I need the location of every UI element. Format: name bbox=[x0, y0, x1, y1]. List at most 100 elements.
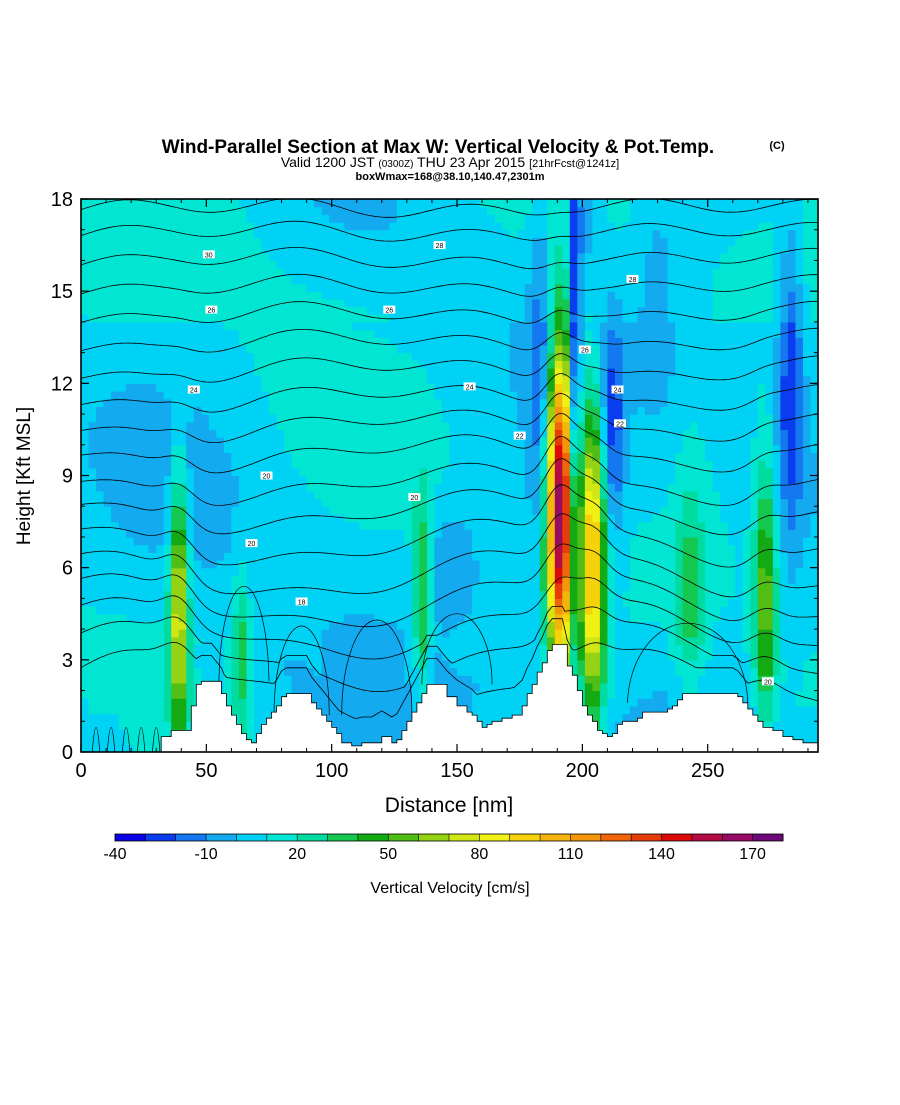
field-cell bbox=[96, 659, 105, 669]
field-cell bbox=[517, 698, 526, 707]
field-cell bbox=[126, 721, 135, 730]
field-cell bbox=[509, 690, 518, 699]
field-cell bbox=[171, 467, 180, 477]
field-cell bbox=[231, 567, 240, 576]
field-cell bbox=[261, 352, 270, 361]
field-cell bbox=[336, 575, 345, 584]
field-cell bbox=[216, 575, 225, 584]
field-cell bbox=[562, 636, 571, 646]
field-cell bbox=[547, 644, 556, 653]
field-cell bbox=[336, 475, 345, 484]
field-cell bbox=[502, 513, 511, 523]
field-cell bbox=[479, 621, 488, 630]
field-cell bbox=[569, 237, 578, 246]
field-cell bbox=[411, 268, 421, 277]
field-cell bbox=[201, 421, 210, 431]
field-cell bbox=[81, 529, 90, 538]
field-cell bbox=[238, 237, 248, 246]
field-cell bbox=[479, 467, 488, 477]
field-cell bbox=[126, 698, 135, 707]
field-cell bbox=[569, 222, 578, 231]
field-cell bbox=[472, 483, 481, 492]
field-cell bbox=[269, 467, 278, 477]
field-cell bbox=[554, 406, 563, 415]
field-cell bbox=[329, 298, 338, 308]
field-cell bbox=[479, 337, 488, 346]
field-cell bbox=[509, 667, 518, 676]
field-cell bbox=[238, 252, 248, 262]
field-cell bbox=[96, 598, 105, 607]
field-cell bbox=[321, 245, 330, 254]
field-cell bbox=[231, 237, 240, 246]
field-cell bbox=[284, 260, 293, 269]
field-cell bbox=[441, 298, 451, 308]
field-cell bbox=[381, 391, 390, 400]
field-cell bbox=[434, 452, 443, 461]
field-cell bbox=[344, 444, 353, 454]
field-cell bbox=[524, 652, 533, 661]
field-cell bbox=[321, 682, 330, 692]
field-cell bbox=[216, 613, 225, 623]
field-cell bbox=[88, 552, 97, 561]
field-cell bbox=[389, 721, 398, 730]
field-cell bbox=[118, 352, 127, 361]
field-cell bbox=[178, 705, 187, 715]
field-cell bbox=[201, 452, 210, 461]
field-cell bbox=[532, 406, 541, 415]
field-cell bbox=[411, 613, 421, 623]
field-cell bbox=[517, 406, 526, 415]
field-cell bbox=[524, 214, 533, 223]
field-cell bbox=[246, 675, 255, 684]
field-cell bbox=[141, 483, 150, 492]
field-cell bbox=[126, 690, 135, 699]
field-cell bbox=[411, 529, 421, 538]
field-cell bbox=[329, 652, 338, 661]
field-cell bbox=[81, 260, 90, 269]
field-cell bbox=[276, 245, 285, 254]
field-cell bbox=[366, 536, 375, 546]
field-cell bbox=[193, 513, 202, 523]
field-cell bbox=[434, 559, 443, 569]
field-cell bbox=[88, 736, 97, 745]
field-cell bbox=[374, 728, 383, 738]
field-cell bbox=[494, 644, 503, 653]
field-cell bbox=[133, 460, 142, 469]
field-cell bbox=[509, 437, 518, 446]
field-cell bbox=[231, 329, 240, 338]
field-cell bbox=[517, 260, 526, 269]
field-cell bbox=[126, 498, 135, 507]
field-cell bbox=[246, 490, 255, 500]
field-cell bbox=[284, 644, 293, 653]
field-cell bbox=[359, 206, 368, 215]
field-cell bbox=[426, 559, 436, 569]
field-cell bbox=[344, 229, 353, 238]
field-cell bbox=[141, 513, 150, 523]
field-cell bbox=[577, 206, 586, 215]
field-cell bbox=[141, 629, 150, 638]
field-cell bbox=[374, 344, 383, 354]
field-cell bbox=[329, 199, 338, 208]
field-cell bbox=[261, 705, 270, 715]
field-cell bbox=[502, 452, 511, 461]
field-cell bbox=[366, 490, 375, 500]
field-cell bbox=[223, 583, 233, 592]
field-cell bbox=[464, 260, 473, 269]
field-cell bbox=[366, 391, 375, 400]
field-cell bbox=[118, 583, 127, 592]
field-cell bbox=[96, 583, 105, 592]
field-cell bbox=[517, 475, 526, 484]
field-cell bbox=[592, 629, 601, 638]
field-cell bbox=[261, 268, 270, 277]
field-cell bbox=[141, 406, 150, 415]
field-cell bbox=[464, 460, 473, 469]
field-cell bbox=[404, 698, 413, 707]
field-cell bbox=[539, 306, 548, 315]
field-cell bbox=[96, 552, 105, 561]
chart-title: Wind-Parallel Section at Max W: Vertical… bbox=[162, 137, 714, 158]
field-cell bbox=[253, 583, 263, 592]
field-cell bbox=[487, 675, 496, 684]
field-cell bbox=[314, 283, 323, 292]
field-cell bbox=[441, 498, 451, 507]
field-cell bbox=[351, 344, 360, 354]
field-cell bbox=[284, 452, 293, 461]
